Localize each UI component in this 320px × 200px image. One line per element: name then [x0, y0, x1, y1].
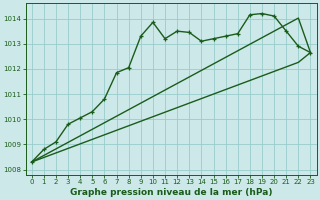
X-axis label: Graphe pression niveau de la mer (hPa): Graphe pression niveau de la mer (hPa): [70, 188, 272, 197]
